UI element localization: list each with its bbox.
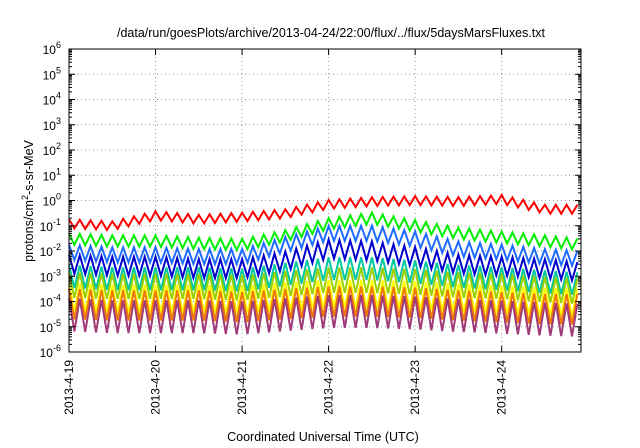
- y-tick-power: 6: [56, 40, 61, 50]
- y-tick-label: 104: [43, 91, 61, 108]
- y-tick-base: 10: [40, 270, 54, 284]
- y-tick-label: 10-5: [40, 318, 61, 335]
- series-line-6: [68, 279, 579, 317]
- series-line-0: [68, 192, 579, 232]
- y-tick-base: 10: [43, 94, 57, 108]
- series-line-3: [68, 235, 579, 285]
- y-tick-label: 10-4: [40, 293, 61, 310]
- series-line-4: [68, 257, 579, 295]
- y-axis-label-part2: -s-sr-MeV: [22, 139, 36, 195]
- y-tick-base: 10: [40, 321, 54, 335]
- y-tick-base: 10: [40, 296, 54, 310]
- y-tick-base: 10: [43, 195, 57, 209]
- y-tick-label: 10-2: [40, 242, 61, 259]
- y-tick-label: 101: [43, 166, 61, 183]
- y-tick-power: -1: [53, 217, 61, 227]
- y-tick-label: 10-6: [40, 343, 61, 360]
- y-tick-label: 10-1: [40, 217, 61, 234]
- y-tick-base: 10: [43, 68, 57, 82]
- y-tick-power: -4: [53, 293, 61, 303]
- chart-title: /data/run/goesPlots/archive/2013-04-24/2…: [117, 26, 546, 40]
- y-tick-power: -2: [53, 242, 61, 252]
- y-tick-label: 100: [43, 192, 61, 209]
- x-tick-label: 2013-4-22: [322, 360, 336, 415]
- x-tick-label: 2013-4-21: [235, 360, 249, 415]
- y-tick-labels: 10-610-510-410-310-210-11001011021031041…: [40, 40, 61, 360]
- y-tick-power: 3: [56, 116, 61, 126]
- y-tick-power: 0: [56, 192, 61, 202]
- x-tick-labels: 2013-4-19 2013-4-20 2013-4-21 2013-4-22 2013…: [62, 360, 509, 415]
- y-tick-power: 2: [56, 141, 61, 151]
- y-axis-label: protons/cm2-s-sr-MeV: [20, 139, 36, 261]
- series-line-5: [68, 267, 579, 304]
- y-tick-base: 10: [43, 144, 57, 158]
- y-tick-label: 102: [43, 141, 61, 158]
- y-tick-base: 10: [43, 169, 57, 183]
- y-tick-label: 103: [43, 116, 61, 133]
- y-tick-label: 10-3: [40, 267, 61, 284]
- y-tick-base: 10: [43, 119, 57, 133]
- y-tick-label: 105: [43, 65, 61, 82]
- x-tick-label: 2013-4-19: [62, 360, 76, 415]
- y-tick-base: 10: [43, 43, 57, 57]
- series-lines: [68, 192, 579, 337]
- x-tick-label: 2013-4-23: [408, 360, 422, 415]
- y-tick-power: -6: [53, 343, 61, 353]
- y-tick-base: 10: [40, 245, 54, 259]
- y-tick-power: 1: [56, 166, 61, 176]
- x-tick-label: 2013-4-20: [149, 360, 163, 415]
- y-tick-power: 4: [56, 91, 61, 101]
- y-tick-power: 5: [56, 65, 61, 75]
- y-tick-base: 10: [40, 220, 54, 234]
- y-tick-base: 10: [40, 346, 54, 360]
- y-tick-label: 106: [43, 40, 61, 57]
- series-line-2: [68, 222, 579, 269]
- y-axis-label-superscript: 2: [20, 195, 30, 200]
- series-line-7: [68, 286, 579, 325]
- axis-ticks: [68, 48, 581, 353]
- series-line-8: [68, 294, 579, 337]
- y-tick-power: -5: [53, 318, 61, 328]
- series-line-1: [68, 210, 579, 253]
- x-axis-label: Coordinated Universal Time (UTC): [227, 430, 419, 444]
- y-axis-label-part1: protons/cm: [22, 200, 36, 262]
- y-tick-power: -3: [53, 267, 61, 277]
- x-tick-label: 2013-4-24: [495, 360, 509, 415]
